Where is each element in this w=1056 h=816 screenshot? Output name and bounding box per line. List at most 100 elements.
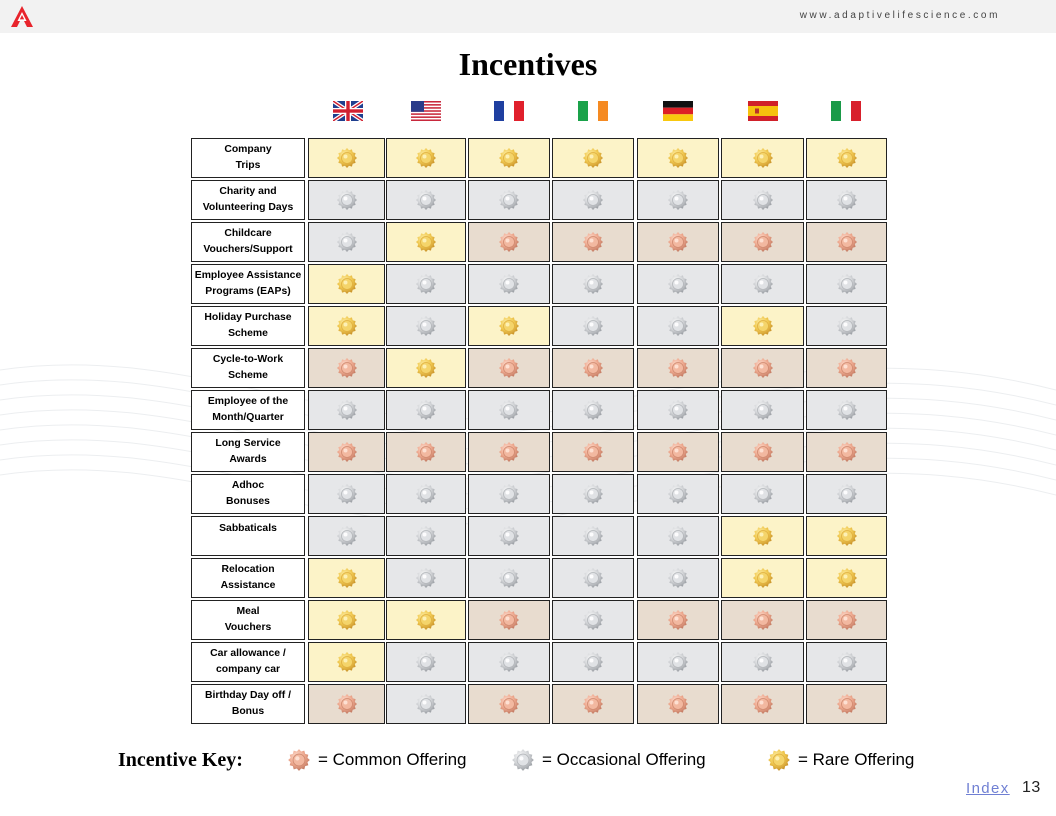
silver-medal-icon xyxy=(414,692,438,716)
cell-italy-occasional xyxy=(806,180,887,220)
cell-united-states-rare xyxy=(386,600,466,640)
cell-italy-occasional xyxy=(806,642,887,682)
cell-germany-common xyxy=(637,600,719,640)
silver-medal-icon xyxy=(666,272,690,296)
cell-united-states-occasional xyxy=(386,642,466,682)
bronze-medal-icon xyxy=(835,692,859,716)
silver-medal-icon xyxy=(414,482,438,506)
page-title: Incentives xyxy=(458,46,598,82)
bronze-medal-icon xyxy=(581,440,605,464)
cell-italy-common xyxy=(806,600,887,640)
gold-medal-icon xyxy=(835,146,859,170)
silver-medal-icon xyxy=(751,482,775,506)
website-url[interactable]: www.adaptivelifescience.com xyxy=(799,10,1000,21)
row-label-text: Relocation Assistance xyxy=(220,564,276,591)
key-common-label: = Common Offering xyxy=(318,750,467,769)
uk-flag-icon xyxy=(333,101,363,121)
cell-spain-occasional xyxy=(721,264,804,304)
cell-spain-occasional xyxy=(721,642,804,682)
silver-medal-icon xyxy=(414,272,438,296)
cell-united-kingdom-rare xyxy=(308,306,385,346)
table-row: Holiday Purchase Scheme xyxy=(191,306,891,346)
cell-ireland-occasional xyxy=(552,390,634,430)
silver-medal-icon xyxy=(497,482,521,506)
silver-medal-icon xyxy=(666,482,690,506)
cell-united-kingdom-common xyxy=(308,348,385,388)
row-label-relocation-assistance: Relocation Assistance xyxy=(191,558,305,598)
bronze-medal-icon xyxy=(666,356,690,380)
cell-spain-common xyxy=(721,432,804,472)
germany-flag-icon xyxy=(663,101,693,121)
cell-spain-rare xyxy=(721,138,804,178)
silver-medal-icon xyxy=(414,314,438,338)
gold-medal-icon xyxy=(335,650,359,674)
silver-medal-icon xyxy=(497,398,521,422)
silver-medal-icon xyxy=(751,650,775,674)
row-label-text: Long Service Awards xyxy=(215,438,281,465)
row-label-holiday-purchase-scheme: Holiday Purchase Scheme xyxy=(191,306,305,346)
silver-medal-icon xyxy=(751,188,775,212)
cell-italy-common xyxy=(806,432,887,472)
key-occasional-label: = Occasional Offering xyxy=(542,750,706,769)
index-link[interactable]: Index xyxy=(966,780,1010,797)
silver-medal-icon xyxy=(414,650,438,674)
cell-united-kingdom-occasional xyxy=(308,516,385,556)
bronze-medal-icon xyxy=(751,440,775,464)
silver-medal-icon xyxy=(666,650,690,674)
cell-united-kingdom-rare xyxy=(308,558,385,598)
gold-medal-icon xyxy=(751,146,775,170)
bronze-medal-icon xyxy=(335,692,359,716)
row-label-text: Cycle-to-Work Scheme xyxy=(212,354,284,381)
row-label-text: Sabbaticals xyxy=(219,523,277,534)
cell-united-states-occasional xyxy=(386,474,466,514)
cell-united-kingdom-rare xyxy=(308,642,385,682)
silver-medal-icon xyxy=(335,188,359,212)
gold-medal-icon xyxy=(414,356,438,380)
key-rare-label: = Rare Offering xyxy=(798,750,915,769)
row-label-text: Car allowance / company car xyxy=(210,648,286,675)
usa-flag-icon xyxy=(411,101,441,121)
cell-united-kingdom-rare xyxy=(308,138,385,178)
cell-ireland-occasional xyxy=(552,180,634,220)
row-label-charity-and-volunteering-days: Charity and Volunteering Days xyxy=(191,180,305,220)
row-label-text: Charity and Volunteering Days xyxy=(202,186,294,213)
silver-medal-icon xyxy=(581,566,605,590)
cell-germany-common xyxy=(637,222,719,262)
cell-germany-occasional xyxy=(637,642,719,682)
silver-medal-icon xyxy=(751,398,775,422)
cell-france-occasional xyxy=(468,180,550,220)
cell-united-kingdom-occasional xyxy=(308,222,385,262)
cell-france-common xyxy=(468,684,550,724)
cell-france-rare xyxy=(468,306,550,346)
cell-ireland-common xyxy=(552,222,634,262)
cell-italy-occasional xyxy=(806,264,887,304)
cell-france-occasional xyxy=(468,390,550,430)
bronze-medal-icon xyxy=(666,230,690,254)
adaptive-logo-icon[interactable] xyxy=(10,5,34,29)
bronze-medal-icon xyxy=(835,356,859,380)
gold-medal-icon xyxy=(766,747,792,773)
silver-medal-icon xyxy=(835,272,859,296)
row-label-employee-assistance-programs-eaps: Employee Assistance Programs (EAPs) xyxy=(191,264,305,304)
cell-spain-occasional xyxy=(721,180,804,220)
silver-medal-icon xyxy=(835,314,859,338)
bronze-medal-icon xyxy=(581,692,605,716)
gold-medal-icon xyxy=(497,314,521,338)
silver-medal-icon xyxy=(581,482,605,506)
cell-germany-common xyxy=(637,684,719,724)
cell-ireland-rare xyxy=(552,138,634,178)
silver-medal-icon xyxy=(835,188,859,212)
cell-france-occasional xyxy=(468,642,550,682)
bronze-medal-icon xyxy=(666,692,690,716)
bronze-medal-icon xyxy=(751,356,775,380)
bronze-medal-icon xyxy=(335,356,359,380)
cell-united-states-occasional xyxy=(386,306,466,346)
cell-italy-rare xyxy=(806,558,887,598)
silver-medal-icon xyxy=(414,566,438,590)
cell-germany-occasional xyxy=(637,390,719,430)
silver-medal-icon xyxy=(666,188,690,212)
row-label-sabbaticals: Sabbaticals xyxy=(191,516,305,556)
silver-medal-icon xyxy=(497,272,521,296)
cell-germany-occasional xyxy=(637,558,719,598)
cell-germany-rare xyxy=(637,138,719,178)
